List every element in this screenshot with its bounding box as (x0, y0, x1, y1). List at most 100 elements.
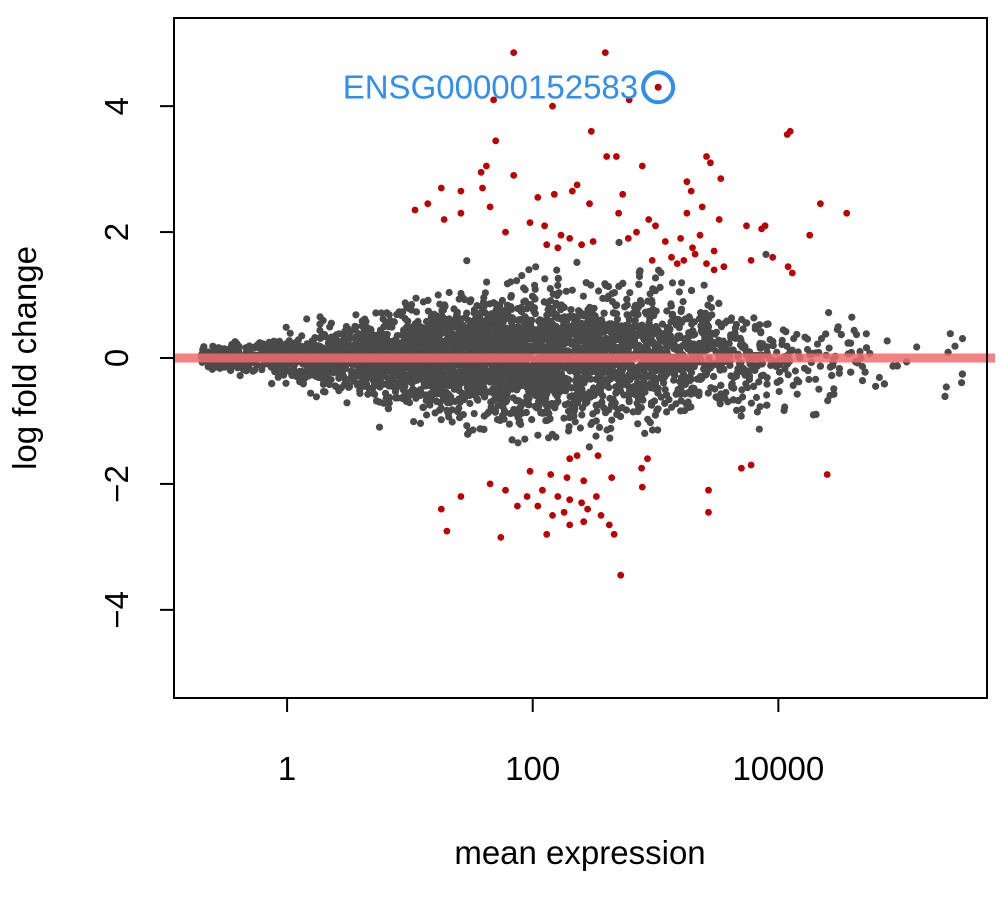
background-point (738, 405, 746, 413)
background-point (532, 263, 540, 271)
background-point (793, 390, 801, 398)
background-point (825, 344, 833, 352)
background-point (889, 362, 897, 370)
background-point (520, 284, 528, 292)
background-point (584, 371, 592, 379)
background-point (503, 391, 511, 400)
background-point (650, 397, 659, 405)
background-point (634, 366, 643, 374)
background-point (339, 367, 347, 375)
background-point (716, 366, 724, 374)
background-point (789, 381, 797, 389)
background-point (641, 429, 649, 437)
background-point (546, 319, 554, 327)
background-point (634, 395, 643, 403)
background-point (416, 419, 425, 427)
background-point (327, 319, 335, 327)
background-point (602, 409, 610, 417)
background-point (437, 404, 445, 412)
background-point (502, 324, 510, 332)
background-point (780, 406, 788, 415)
background-point (567, 306, 575, 314)
background-point (471, 309, 479, 317)
background-point (750, 314, 758, 322)
background-point (781, 365, 789, 373)
background-point (474, 396, 482, 404)
background-point (600, 368, 608, 376)
background-point (558, 374, 566, 382)
background-point (352, 323, 360, 331)
background-point (390, 318, 398, 326)
background-point (721, 394, 729, 402)
background-point (417, 324, 425, 332)
background-point (199, 346, 207, 354)
background-point (778, 336, 786, 344)
background-point (525, 401, 533, 409)
background-point (640, 335, 648, 343)
background-point (383, 309, 391, 317)
background-point (405, 399, 414, 407)
background-point (513, 277, 521, 285)
background-point (438, 307, 446, 315)
background-point (371, 380, 379, 388)
background-point (453, 310, 461, 318)
background-point (850, 326, 858, 334)
background-point (784, 371, 792, 379)
background-point (405, 389, 413, 397)
background-point (627, 373, 635, 381)
background-point (872, 382, 880, 390)
background-point (578, 411, 586, 419)
background-point (644, 297, 652, 305)
background-point (573, 258, 581, 266)
background-point (731, 334, 739, 342)
background-point (739, 325, 747, 333)
background-point (657, 334, 665, 342)
background-point (656, 283, 664, 291)
background-point (649, 306, 657, 314)
background-point (483, 278, 491, 286)
background-point (392, 394, 400, 402)
background-point (511, 324, 519, 332)
background-point (385, 399, 393, 407)
background-point (331, 363, 339, 371)
background-point (314, 342, 322, 350)
background-point (741, 342, 749, 351)
background-point (682, 342, 690, 351)
background-point (579, 292, 588, 300)
background-point (666, 332, 674, 340)
background-point (507, 303, 515, 311)
background-point (440, 395, 448, 403)
background-point (505, 420, 513, 428)
background-point (419, 403, 428, 411)
background-point (385, 393, 393, 401)
background-point (603, 426, 611, 434)
background-point (743, 319, 751, 327)
background-point (307, 371, 316, 379)
background-point (625, 344, 633, 352)
background-point (425, 320, 433, 329)
background-point (560, 321, 568, 329)
background-point (468, 345, 476, 353)
background-point (424, 307, 432, 315)
background-point (477, 302, 485, 311)
background-point (504, 331, 512, 339)
background-point (380, 399, 388, 407)
background-point (502, 381, 510, 389)
background-point (321, 388, 329, 396)
background-point (335, 348, 343, 356)
background-point (657, 372, 665, 380)
background-point (565, 427, 573, 435)
background-point (303, 315, 311, 323)
background-point (616, 412, 625, 420)
background-point (378, 336, 386, 344)
background-point (251, 343, 259, 351)
background-point (616, 387, 625, 395)
background-point (464, 430, 472, 438)
background-point (582, 279, 590, 287)
background-point (525, 395, 533, 403)
background-point (700, 281, 708, 289)
background-point (419, 298, 427, 306)
background-point (350, 370, 358, 378)
background-point (589, 305, 597, 313)
background-point (622, 406, 631, 414)
